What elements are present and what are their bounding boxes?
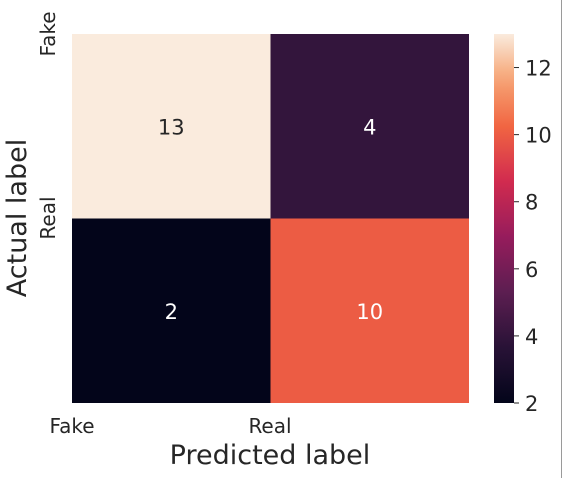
x-tick-labels: Fake Real (49, 414, 291, 438)
x-tick-label-fake: Fake (49, 414, 94, 438)
colorbar-tick-label: 4 (525, 325, 538, 349)
heatmap-cell-labels: 13 4 2 10 (158, 115, 383, 324)
y-axis-label: Actual label (2, 139, 33, 297)
x-tick-label-real: Real (248, 414, 291, 438)
heatmap-cell-fake-fake (72, 34, 271, 219)
heatmap-cell-fake-real (270, 34, 469, 219)
heatmap-cell-value: 13 (158, 115, 185, 139)
colorbar-tick-label: 2 (525, 392, 538, 416)
colorbar (494, 34, 514, 403)
heatmap-cells (72, 34, 469, 403)
y-tick-label-real: Real (36, 196, 60, 239)
colorbar-tick-label: 6 (525, 258, 538, 282)
y-tick-label-fake: Fake (36, 11, 60, 56)
x-axis-label: Predicted label (170, 440, 371, 471)
colorbar-tick-label: 8 (525, 191, 538, 215)
colorbar-tick-labels: 2 4 6 8 10 12 (514, 57, 552, 416)
heatmap-cell-value: 4 (363, 115, 376, 139)
heatmap-cell-value: 10 (356, 300, 383, 324)
heatmap-cell-real-real (270, 218, 469, 403)
colorbar-tick-label: 12 (525, 57, 552, 81)
right-edge-line (561, 0, 562, 478)
colorbar-tick-label: 10 (525, 124, 552, 148)
heatmap-cell-real-fake (72, 218, 271, 403)
y-tick-labels: Fake Real (36, 11, 60, 239)
heatmap-cell-value: 2 (165, 300, 178, 324)
